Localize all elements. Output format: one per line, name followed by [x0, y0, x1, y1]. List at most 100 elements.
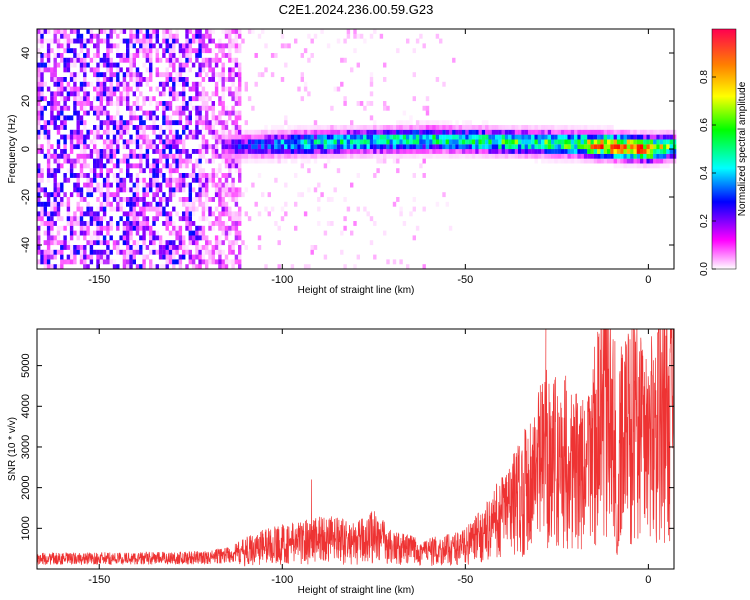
spectrogram-cell	[616, 134, 621, 140]
spectrogram-cell	[221, 43, 225, 49]
spectrogram-cell	[224, 139, 229, 145]
spectrogram-cell	[198, 259, 202, 265]
spectrogram-cell	[172, 264, 176, 270]
spectrogram-cell	[188, 211, 192, 217]
spectrogram-cell	[564, 125, 568, 130]
spectrogram-cell	[359, 125, 364, 130]
spectrogram-cell	[640, 163, 644, 169]
spectrogram-cell	[425, 139, 430, 145]
spectrogram-cell	[593, 129, 598, 135]
spectrogram-cell	[109, 139, 113, 145]
spectrogram-cell	[135, 115, 140, 121]
spectrogram-cell	[399, 144, 403, 150]
spectrogram-cell	[205, 96, 209, 102]
spectrogram-cell	[238, 206, 242, 212]
spectrogram-cell	[76, 33, 80, 39]
spectrogram-cell	[182, 144, 186, 150]
spectrogram-cell	[56, 163, 61, 169]
spectrogram-cell	[106, 115, 110, 121]
spectrogram-cell	[251, 158, 255, 164]
spectrogram-cell	[106, 33, 110, 39]
spectrogram-cell	[396, 168, 400, 174]
spectrogram-cell	[152, 173, 156, 178]
spectrogram-cell	[383, 129, 387, 135]
spectrogram-cell	[224, 125, 229, 130]
spectrogram-cell	[238, 149, 242, 154]
spectrogram-cell	[135, 134, 140, 140]
spectrogram-cell	[399, 139, 403, 145]
spectrogram-cell	[102, 105, 107, 111]
spectrogram-cell	[79, 173, 84, 178]
spectrogram-cell	[653, 134, 657, 140]
spectrogram-cell	[247, 216, 252, 222]
spectrogram-cell	[135, 153, 140, 159]
spectrogram-cell	[142, 206, 146, 212]
spectrogram-cell	[274, 134, 278, 140]
spectrogram-cell	[448, 125, 453, 130]
spectrogram-cell	[53, 153, 57, 159]
spectrogram-cell	[53, 201, 57, 207]
spectrogram-cell	[626, 129, 631, 135]
spectrogram-cell	[50, 96, 54, 102]
spectrogram-cell	[234, 254, 239, 260]
spectrogram-cell	[162, 33, 166, 39]
spectrogram-cell	[185, 197, 189, 202]
spectrogram-cell	[471, 153, 476, 159]
spectrogram-cell	[214, 221, 219, 226]
spectrogram-cell	[333, 139, 337, 145]
spectrogram-cell	[99, 192, 103, 198]
spectrogram-cell	[653, 153, 657, 159]
spectrogram-cell	[340, 144, 344, 150]
spectrogram-cell	[603, 134, 608, 140]
spectrogram-cell	[435, 153, 440, 159]
spectrogram-cell	[83, 120, 87, 126]
spectrogram-cell	[135, 216, 140, 222]
spectrogram-cell	[168, 139, 173, 145]
spectrogram-cell	[185, 158, 189, 164]
spectrogram-cell	[172, 240, 176, 246]
spectrogram-cell	[122, 139, 127, 145]
spectrogram-cell	[409, 125, 413, 130]
spectrogram-cell	[303, 139, 308, 145]
spectrogram-cell	[93, 158, 97, 164]
chart-title: C2E1.2024.236.00.59.G23	[279, 2, 434, 17]
spectrogram-x-tick-label: -50	[457, 274, 473, 286]
spectrogram-cell	[214, 134, 219, 140]
spectrogram-cell	[126, 163, 130, 169]
spectrogram-cell	[537, 134, 542, 140]
spectrogram-cell	[139, 235, 143, 241]
spectrogram-cell	[56, 48, 61, 54]
spectrogram-cell	[201, 38, 206, 44]
spectrogram-cell	[60, 120, 64, 126]
spectrogram-cell	[508, 134, 512, 140]
spectrogram-cell	[93, 177, 97, 183]
spectrogram-cell	[69, 163, 74, 169]
spectrogram-cell	[297, 125, 301, 130]
spectrogram-cell	[257, 211, 262, 217]
spectrogram-cell	[422, 206, 426, 212]
spectrogram-cell	[270, 125, 275, 130]
spectrogram-cell	[284, 62, 288, 68]
spectrogram-cell	[175, 57, 179, 63]
spectrogram-cell	[79, 43, 84, 49]
spectrogram-cell	[399, 134, 403, 140]
spectrogram-cell	[73, 101, 77, 106]
spectrogram-cell	[185, 206, 189, 212]
spectrogram-cell	[198, 192, 202, 198]
spectrogram-cell	[353, 33, 357, 39]
spectrogram-cell	[221, 139, 225, 145]
spectrogram-cell	[188, 197, 192, 202]
spectrogram-cell	[491, 129, 496, 135]
spectrogram-cell	[76, 216, 80, 222]
spectrogram-cell	[83, 105, 87, 111]
spectrogram-cell	[208, 67, 212, 73]
spectrogram-cell	[106, 201, 110, 207]
spectrogram-cell	[600, 125, 604, 130]
spectrogram-cell	[257, 33, 262, 39]
spectrogram-cell	[211, 211, 215, 217]
snr-y-axis-label: SNR (10 * v/v)	[7, 417, 18, 481]
spectrogram-cell	[116, 77, 120, 82]
spectrogram-cell	[201, 115, 206, 121]
spectrogram-cell	[149, 38, 153, 44]
spectrogram-cell	[165, 240, 169, 246]
